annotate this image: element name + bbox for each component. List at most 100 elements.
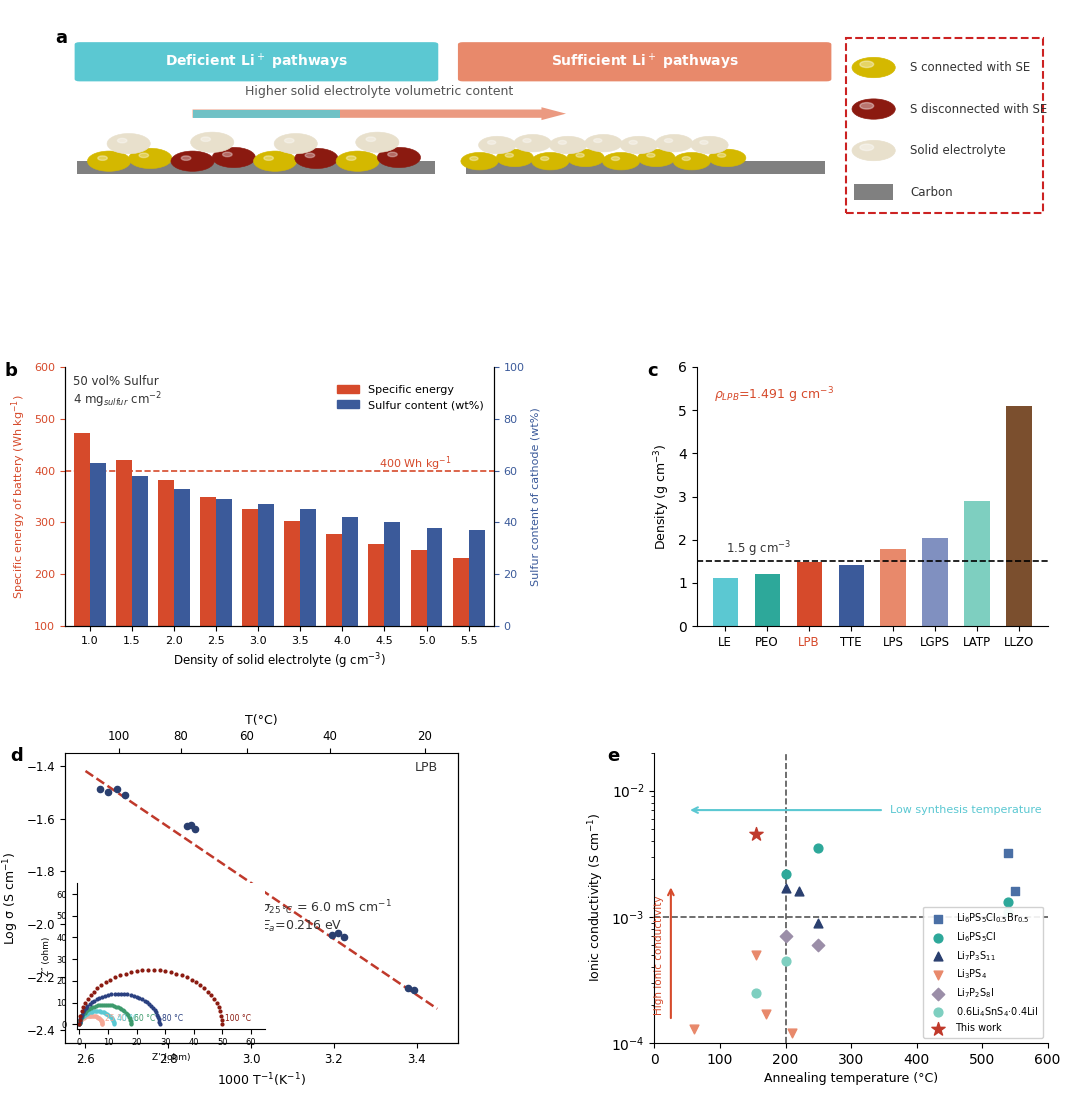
Point <box>117 786 134 804</box>
FancyBboxPatch shape <box>846 37 1042 213</box>
Circle shape <box>584 134 622 152</box>
Circle shape <box>388 153 397 157</box>
Legend: Li$_6$PS$_5$Cl$_{0.5}$Br$_{0.5}$, Li$_6$PS$_5$Cl, Li$_7$P$_3$S$_{11}$, Li$_3$PS$: Li$_6$PS$_5$Cl$_{0.5}$Br$_{0.5}$, Li$_6$… <box>923 907 1042 1039</box>
Point <box>92 781 109 798</box>
Circle shape <box>355 132 399 153</box>
Li$_7$P$_3$S$_{11}$ <box>789 883 807 900</box>
Circle shape <box>347 156 356 160</box>
Bar <box>427 528 443 626</box>
Circle shape <box>860 102 874 109</box>
Circle shape <box>558 141 567 144</box>
Text: a: a <box>55 29 67 47</box>
Circle shape <box>620 136 658 154</box>
Li$_7$P$_3$S$_{11}$ <box>810 914 827 931</box>
Bar <box>77 160 435 173</box>
Bar <box>453 558 469 679</box>
Text: Low synthesis temperature: Low synthesis temperature <box>890 805 1042 815</box>
This work <box>747 826 765 843</box>
Circle shape <box>284 138 294 143</box>
Circle shape <box>567 149 605 167</box>
Point <box>323 926 340 943</box>
Li$_3$PS$_4$ <box>747 946 765 964</box>
Text: Carbon: Carbon <box>910 186 953 199</box>
Li$_6$PS$_5$Cl <box>810 839 827 856</box>
Circle shape <box>478 136 516 154</box>
Li$_6$PS$_5$Cl$_{0.5}$Br$_{0.5}$ <box>1007 883 1024 900</box>
FancyArrow shape <box>192 108 566 120</box>
Text: Higher solid electrolyte volumetric content: Higher solid electrolyte volumetric cont… <box>245 86 513 99</box>
Text: b: b <box>4 361 17 380</box>
Y-axis label: Sulfur content of cathode (wt%): Sulfur content of cathode (wt%) <box>530 407 540 586</box>
FancyArrow shape <box>192 110 340 117</box>
Point <box>187 820 204 838</box>
Point <box>108 781 125 798</box>
Y-axis label: Specific energy of battery (Wh kg$^{-1}$): Specific energy of battery (Wh kg$^{-1}$… <box>10 394 28 598</box>
Circle shape <box>852 57 895 78</box>
Bar <box>326 534 342 679</box>
Li$_3$PS$_4$ <box>757 1005 774 1022</box>
Circle shape <box>514 134 551 152</box>
Circle shape <box>700 141 708 144</box>
Circle shape <box>647 154 654 157</box>
Y-axis label: Ionic conductivity (S cm$^{-1}$): Ionic conductivity (S cm$^{-1}$) <box>586 814 606 983</box>
Circle shape <box>377 147 420 168</box>
Legend: Specific energy, Sulfur content (wt%): Specific energy, Sulfur content (wt%) <box>333 380 488 415</box>
Circle shape <box>673 153 711 170</box>
Circle shape <box>306 153 314 158</box>
Circle shape <box>496 149 534 167</box>
Circle shape <box>139 153 149 158</box>
Y-axis label: Density (g cm$^{-3}$): Density (g cm$^{-3}$) <box>652 444 673 550</box>
Circle shape <box>691 136 728 154</box>
Li$_6$PS$_5$Cl$_{0.5}$Br$_{0.5}$ <box>1000 844 1017 862</box>
Bar <box>469 530 485 626</box>
Bar <box>90 462 106 626</box>
Li$_6$PS$_5$Cl <box>1000 894 1017 911</box>
Circle shape <box>87 152 131 171</box>
Text: LPB: LPB <box>415 761 438 774</box>
Li$_7$P$_2$S$_8$I <box>777 928 794 945</box>
Circle shape <box>212 147 256 168</box>
Bar <box>200 497 216 679</box>
Circle shape <box>171 152 214 171</box>
Text: $\rho_{LPB}$=1.491 g cm$^{-3}$: $\rho_{LPB}$=1.491 g cm$^{-3}$ <box>714 385 834 404</box>
Text: c: c <box>648 361 658 380</box>
Li$_7$P$_3$S$_{11}$ <box>777 878 794 896</box>
Point <box>336 929 353 946</box>
Circle shape <box>852 99 895 120</box>
Bar <box>755 574 780 626</box>
Circle shape <box>629 141 637 144</box>
Bar <box>174 489 190 626</box>
X-axis label: Density of solid electrolyte (g cm$^{-3}$): Density of solid electrolyte (g cm$^{-3}… <box>173 651 386 671</box>
Circle shape <box>264 156 273 160</box>
Bar <box>242 509 258 679</box>
Circle shape <box>366 137 376 142</box>
Text: Deficient Li$^+$ pathways: Deficient Li$^+$ pathways <box>165 52 348 71</box>
Circle shape <box>118 138 127 143</box>
Bar <box>922 538 947 626</box>
Bar <box>713 578 738 626</box>
Point <box>99 783 117 800</box>
Circle shape <box>717 154 726 157</box>
Bar <box>880 549 906 626</box>
Circle shape <box>523 138 531 143</box>
Text: 50 vol% Sulfur
4 mg$_{sulfur}$ cm$^{-2}$: 50 vol% Sulfur 4 mg$_{sulfur}$ cm$^{-2}$ <box>73 374 162 410</box>
Circle shape <box>461 153 498 170</box>
Bar <box>75 433 90 679</box>
Point <box>329 925 347 942</box>
Circle shape <box>683 157 690 160</box>
Text: d: d <box>10 747 23 764</box>
X-axis label: Annealing temperature (°C): Annealing temperature (°C) <box>764 1073 939 1086</box>
Circle shape <box>594 138 602 143</box>
Circle shape <box>336 152 379 171</box>
Circle shape <box>550 136 586 154</box>
Point <box>178 818 195 836</box>
Bar <box>838 564 864 626</box>
X-axis label: 1000 T$^{-1}$(K$^{-1}$): 1000 T$^{-1}$(K$^{-1}$) <box>217 1072 306 1089</box>
Point <box>400 978 417 996</box>
Circle shape <box>129 148 172 169</box>
Bar <box>797 562 822 626</box>
Circle shape <box>274 134 318 154</box>
Bar <box>258 504 274 626</box>
Text: e: e <box>607 747 620 764</box>
Circle shape <box>470 157 478 160</box>
